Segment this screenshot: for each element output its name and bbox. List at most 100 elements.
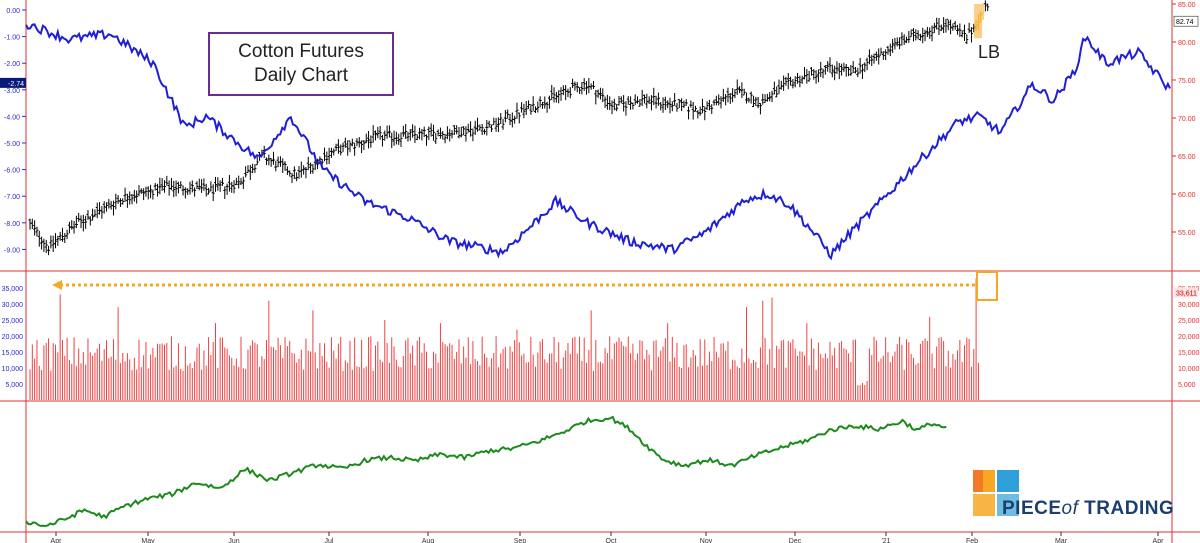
price-bar xyxy=(608,96,612,111)
price-bar xyxy=(900,32,904,46)
price-bar xyxy=(234,177,238,186)
price-bar xyxy=(169,178,173,191)
price-bar xyxy=(828,57,832,73)
price-bar xyxy=(244,166,248,178)
logo-word-piece: PIECE xyxy=(1002,498,1062,519)
price-bar xyxy=(86,210,90,220)
price-bar xyxy=(707,99,711,111)
price-bar xyxy=(489,124,493,133)
price-bar xyxy=(274,160,278,172)
price-bar xyxy=(411,124,415,138)
price-bar xyxy=(898,37,902,50)
price-bar xyxy=(891,38,895,53)
volume-highlight-box xyxy=(976,271,998,301)
price-bar xyxy=(503,109,507,123)
price-bar xyxy=(455,125,459,135)
price-bar xyxy=(733,89,737,99)
price-bar xyxy=(487,120,491,128)
price-bar xyxy=(944,18,948,33)
volume-right-tick-label: 30,000 xyxy=(1178,302,1200,309)
price-bar xyxy=(30,218,34,230)
price-bar xyxy=(452,125,456,135)
price-bar xyxy=(35,226,39,237)
price-bar xyxy=(200,179,204,193)
price-bar xyxy=(93,209,97,217)
price-bar xyxy=(425,134,429,146)
price-bar xyxy=(717,94,721,106)
price-bar xyxy=(116,195,120,204)
price-bar xyxy=(763,94,767,103)
price-bar xyxy=(568,87,572,99)
price-bar xyxy=(740,82,744,98)
price-bar xyxy=(536,101,540,113)
price-bar xyxy=(81,214,85,232)
price-bar xyxy=(703,106,707,121)
price-bar xyxy=(207,187,211,195)
volume-left-tick-label: 30,000 xyxy=(2,302,24,309)
price-bar xyxy=(476,117,480,132)
price-right-tick-label: 55.00 xyxy=(1178,230,1196,237)
price-bar xyxy=(443,133,447,144)
price-bar xyxy=(406,131,410,142)
price-bar xyxy=(812,69,816,80)
price-bar xyxy=(840,63,844,76)
green-indicator-line xyxy=(25,415,947,528)
price-bar xyxy=(647,96,651,105)
price-bar xyxy=(292,166,296,179)
price-bar xyxy=(756,96,760,109)
price-bar xyxy=(132,189,136,202)
price-bar xyxy=(802,66,806,80)
price-bar xyxy=(464,126,468,142)
price-bar xyxy=(271,151,275,165)
price-bar xyxy=(339,144,343,156)
price-bar xyxy=(72,220,76,234)
price-bar xyxy=(710,104,714,114)
price-bar xyxy=(33,220,37,236)
price-bar xyxy=(610,100,614,115)
price-bar xyxy=(921,27,925,44)
price-bar xyxy=(482,128,486,135)
price-bar xyxy=(329,147,333,158)
price-bar xyxy=(438,127,442,139)
price-bar xyxy=(450,129,454,139)
price-bar xyxy=(204,183,208,197)
price-bar xyxy=(162,180,166,193)
price-bar xyxy=(545,101,549,113)
price-bar xyxy=(540,101,544,109)
price-bar xyxy=(401,125,405,137)
price-bar xyxy=(390,132,394,149)
price-bar xyxy=(700,98,704,114)
price-bar xyxy=(241,176,245,189)
price-bar xyxy=(79,215,83,229)
price-bar xyxy=(867,49,871,65)
price-bar xyxy=(884,49,888,61)
price-bar xyxy=(522,103,526,119)
price-bar xyxy=(380,134,384,147)
price-bar xyxy=(949,19,953,35)
price-left-tick-label: 0.00 xyxy=(6,8,20,15)
price-bar xyxy=(696,110,700,119)
volume-right-tick-label: 10,000 xyxy=(1178,366,1200,373)
chart-title-box: Cotton Futures Daily Chart xyxy=(208,32,394,96)
price-bar xyxy=(636,96,640,104)
price-bar xyxy=(190,180,194,193)
price-bar xyxy=(290,173,294,183)
price-bar xyxy=(932,22,936,34)
price-bar xyxy=(860,64,864,79)
price-bar xyxy=(281,158,285,174)
price-bar xyxy=(404,123,408,140)
price-left-tick-label: -2.00 xyxy=(4,61,20,68)
price-bar xyxy=(626,96,630,105)
price-bar xyxy=(322,147,326,162)
price-bar xyxy=(870,54,874,67)
price-bar xyxy=(656,92,660,106)
price-bar xyxy=(399,132,403,147)
price-bar xyxy=(77,212,81,222)
price-bar xyxy=(265,157,269,166)
price-bar xyxy=(893,37,897,50)
price-bar xyxy=(306,156,310,171)
price-bar xyxy=(311,164,315,174)
price-bar xyxy=(858,57,862,74)
price-bar xyxy=(480,124,484,136)
